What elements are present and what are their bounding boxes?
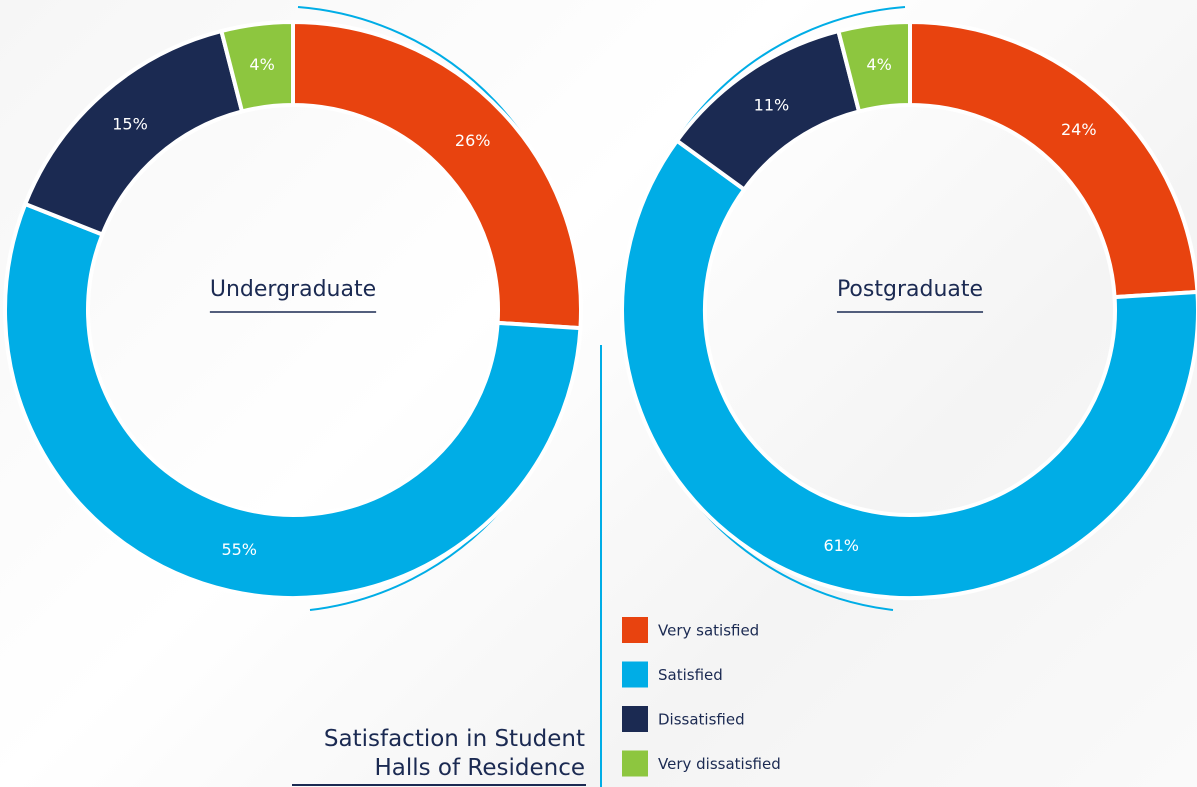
legend-label: Dissatisfied: [658, 711, 745, 729]
data-label: 4%: [866, 55, 891, 74]
legend-swatch: [622, 617, 648, 643]
legend-swatch: [622, 750, 648, 777]
data-label: 26%: [455, 131, 491, 150]
donut-segment: [291, 19, 583, 331]
legend-label: Satisfied: [658, 666, 723, 684]
donut-segment: [908, 19, 1197, 300]
legend-swatch: [622, 706, 648, 732]
donut-segment: [3, 201, 583, 600]
donut-segment: [835, 19, 912, 114]
pie-label: Postgraduate: [837, 277, 983, 302]
legend-label: Very dissatisfied: [658, 755, 781, 773]
data-label: 11%: [754, 96, 790, 115]
legend-label: Very satisfied: [658, 622, 759, 640]
chart-title: Satisfaction in Student Halls of Residen…: [323, 726, 585, 781]
data-label: 55%: [221, 540, 257, 559]
legend-swatch: [622, 661, 648, 688]
donut-segment: [218, 19, 295, 114]
data-label: 61%: [823, 536, 859, 555]
donut-segment: [619, 137, 1197, 600]
data-label: 15%: [112, 115, 148, 134]
data-label: 4%: [249, 55, 274, 74]
data-label: 24%: [1061, 120, 1097, 139]
pie-label: Undergraduate: [210, 277, 376, 302]
